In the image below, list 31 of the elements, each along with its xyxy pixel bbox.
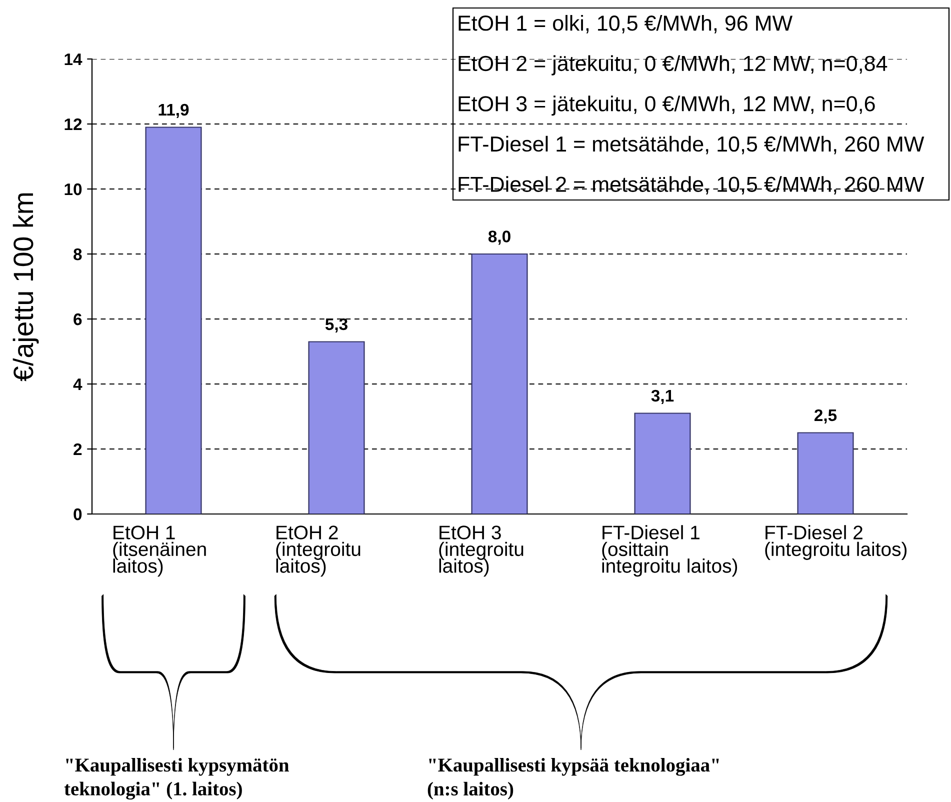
y-tick-label: 12 [64, 118, 82, 130]
text: "Kaupallisesti kypsää teknologiaa" (n:s laitos) [428, 758, 719, 800]
text: "Kaupallisesti kypsymätön teknologia" (1. laitos) [64, 758, 289, 800]
y-tick-label: 6 [74, 313, 82, 326]
x-tick-label: FT-Diesel 2 (integroitu laitos) [765, 525, 907, 560]
data-label: 5,3 [325, 318, 348, 333]
data-label: 2,5 [814, 409, 837, 424]
x-tick-label: FT-Diesel 1 (osittain integroitu laitos) [602, 525, 738, 577]
bar [634, 412, 691, 514]
x-tick-label: EtOH 2 (integroitu laitos) [276, 526, 360, 577]
y-tick-label: 4 [73, 378, 82, 390]
data-label: 11,9 [158, 104, 189, 118]
y-axis-title: €/ajettu 100 km [12, 193, 39, 382]
bar [471, 253, 528, 514]
data-label: 3,1 [651, 390, 674, 404]
annotation: FT-Diesel 2 = metsätähde, 10,5 €/MWh, 260 MW [458, 176, 924, 195]
annotation: EtOH 3 = jätekuitu, 0 €/MWh, 12 MW, n=0,6 [458, 96, 875, 116]
text: EtOH 1 = olki, 10,5 €/MWh, 96 MW [458, 14, 793, 34]
bar [308, 341, 365, 514]
y-tick-label: 14 [64, 54, 82, 66]
x-tick-label: EtOH 1 (itsenäinen laitos) [113, 526, 206, 577]
bar [145, 126, 202, 514]
data-label: 8,0 [488, 230, 510, 245]
y-tick-label: 8 [74, 248, 82, 260]
bar [797, 432, 854, 514]
y-tick-label: 0 [74, 508, 82, 520]
annotation: FT-Diesel 1 = metsätähde, 10,5 €/MWh, 260 MW [458, 136, 924, 154]
annotation: EtOH 2 = jätekuitu, 0 €/MWh, 12 MW, n=0,84 [458, 55, 888, 76]
x-tick-label: EtOH 3 (integroitu laitos) [439, 526, 524, 577]
y-tick-label: 2 [74, 443, 82, 456]
y-tick-label: 10 [64, 183, 82, 196]
